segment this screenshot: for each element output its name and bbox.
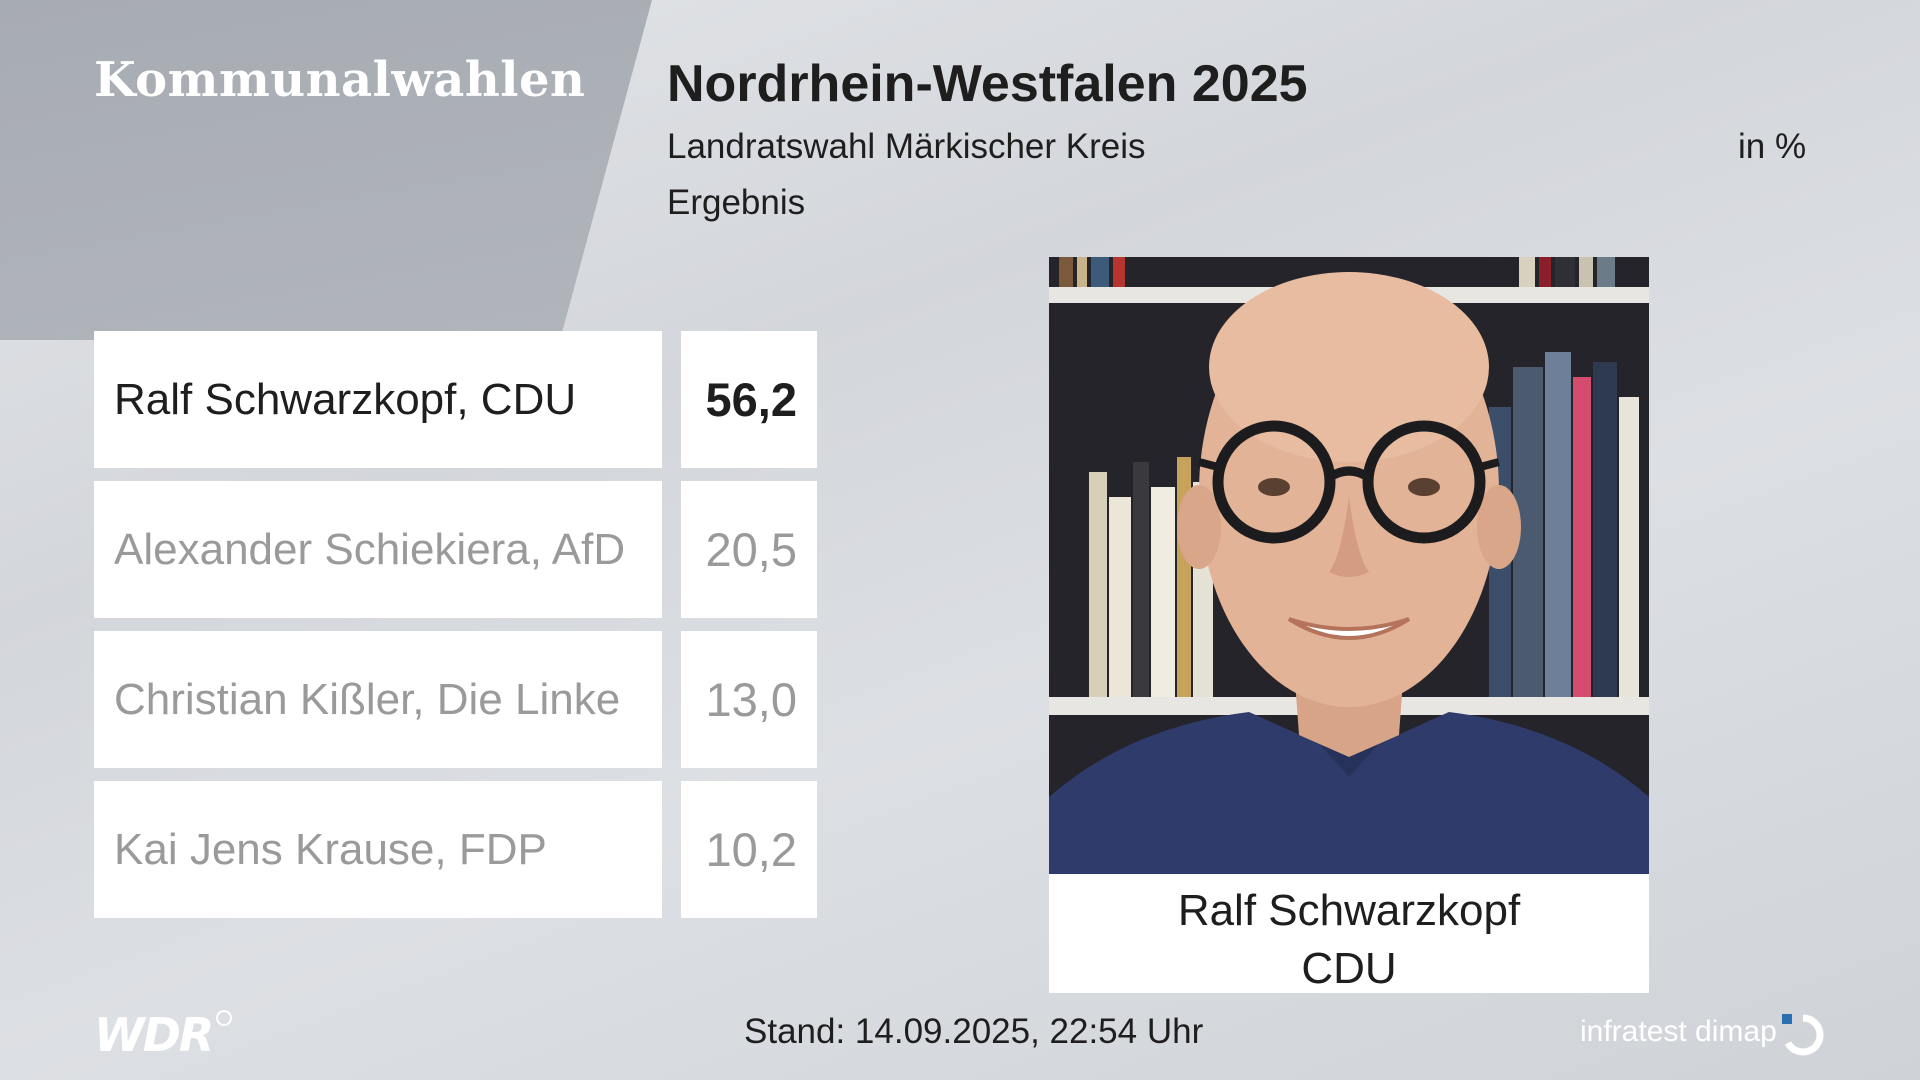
winner-card: Ralf Schwarzkopf CDU <box>1049 257 1649 993</box>
unit-label: in % <box>1738 127 1807 166</box>
candidate-name: Ralf Schwarzkopf, CDU <box>94 331 662 468</box>
vote-share-value: 20,5 <box>681 481 817 618</box>
candidate-name: Christian Kißler, Die Linke <box>94 631 662 768</box>
chart-subtitle: Landratswahl Märkischer Kreis <box>667 127 1146 166</box>
source-label: infratest dimap <box>1580 1015 1777 1048</box>
candidate-portrait-illustration <box>1049 257 1649 874</box>
winner-party: CDU <box>1301 944 1397 993</box>
vote-share-value: 56,2 <box>681 331 817 468</box>
candidate-name: Kai Jens Krause, FDP <box>94 781 662 918</box>
candidate-name: Alexander Schiekiera, AfD <box>94 481 662 618</box>
brand-title: Kommunalwahlen <box>94 52 586 108</box>
vote-share-value: 13,0 <box>681 631 817 768</box>
timestamp: Stand: 14.09.2025, 22:54 Uhr <box>744 1012 1204 1051</box>
candidate-photo <box>1049 257 1649 874</box>
vote-share-value: 10,2 <box>681 781 817 918</box>
ard-mark-icon <box>216 1010 232 1026</box>
winner-name: Ralf Schwarzkopf <box>1177 886 1521 935</box>
winner-caption: Ralf Schwarzkopf CDU <box>1049 874 1649 993</box>
result-label: Ergebnis <box>667 183 806 222</box>
chart-title: Nordrhein-Westfalen 2025 <box>667 55 1308 113</box>
wdr-logo: WDR <box>94 1008 214 1062</box>
infratest-logo-icon <box>1782 1014 1824 1056</box>
